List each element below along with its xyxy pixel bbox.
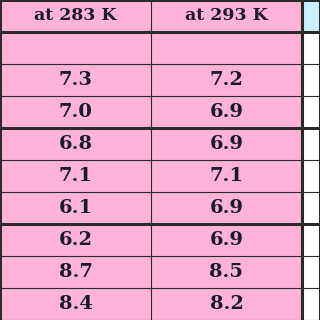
Text: 6.9: 6.9 (210, 103, 244, 121)
Text: 7.2: 7.2 (210, 71, 244, 89)
Text: 8.5: 8.5 (210, 263, 244, 281)
Text: 7.0: 7.0 (59, 103, 92, 121)
Text: 6.9: 6.9 (210, 231, 244, 249)
Text: 8.2: 8.2 (210, 295, 244, 313)
Text: at 293 K: at 293 K (185, 7, 268, 25)
Text: 7.1: 7.1 (209, 167, 244, 185)
Bar (302, 0, 320, 32)
Text: 6.2: 6.2 (59, 231, 92, 249)
Text: 8.4: 8.4 (59, 295, 92, 313)
Text: 7.3: 7.3 (59, 71, 92, 89)
Text: 6.9: 6.9 (210, 199, 244, 217)
Text: 7.1: 7.1 (59, 167, 92, 185)
Text: 6.1: 6.1 (58, 199, 92, 217)
Text: 6.8: 6.8 (59, 135, 92, 153)
Bar (302, 0, 320, 320)
Text: 6.9: 6.9 (210, 135, 244, 153)
Text: at 283 K: at 283 K (34, 7, 117, 25)
Text: 8.7: 8.7 (59, 263, 92, 281)
